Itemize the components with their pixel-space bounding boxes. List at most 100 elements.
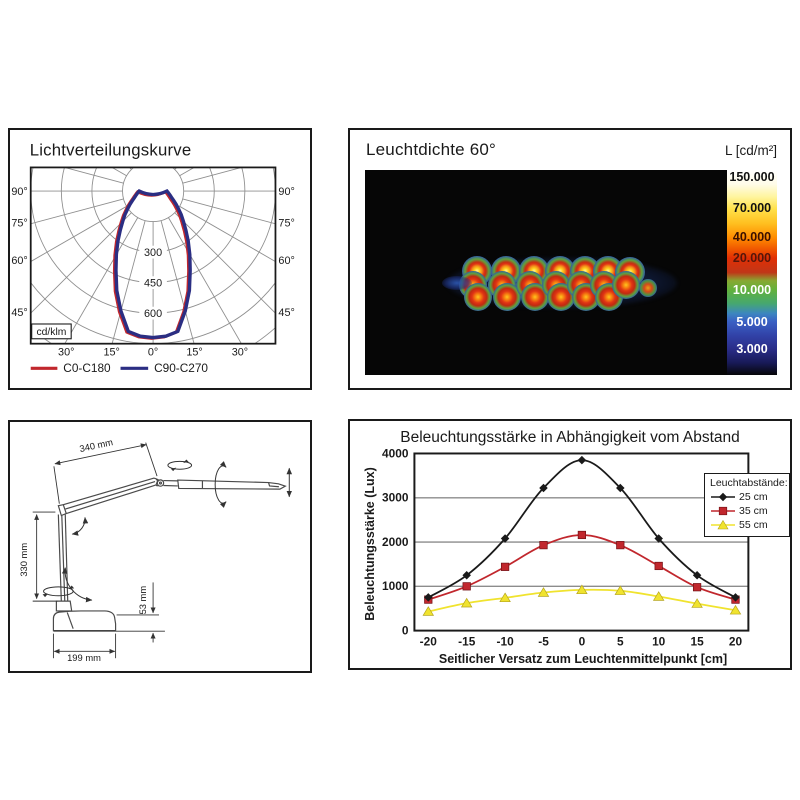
- grid-ray: [174, 212, 276, 314]
- lamp-dimension-svg: 340 mm 330 mm 53 mm 199 mm: [19, 437, 293, 663]
- motion-arrows: [42, 459, 293, 603]
- y-tick: 0: [402, 624, 409, 638]
- panel-illuminance-chart: Beleuchtungsstärke in Abhängigkeit vom A…: [348, 419, 792, 670]
- head-hinge: [156, 479, 165, 487]
- grid-ray: [64, 217, 139, 344]
- ldc-polar-svg: Lichtverteilungskurve 300 450 600 90° 75…: [11, 141, 294, 376]
- grid-ring: [122, 167, 185, 223]
- chart-legend: Leuchtabstände: 25 cm 35 cm: [704, 473, 790, 537]
- marker-square: [654, 561, 663, 571]
- x-tick: -20: [420, 634, 438, 648]
- marker-triangle: [537, 587, 550, 597]
- x-tick: 20: [729, 634, 743, 648]
- marker-triangle: [614, 585, 627, 595]
- luminance-false-color-image: 150.000 70.000 40.000 20.000 10.000 5.00…: [365, 170, 777, 375]
- panel-light-distribution: Lichtverteilungskurve 300 450 600 90° 75…: [8, 128, 312, 390]
- grid-ray: [30, 198, 124, 225]
- chart-title: Beleuchtungsstärke in Abhängigkeit vom A…: [400, 429, 740, 446]
- y-tick: 3000: [382, 491, 409, 505]
- angle-bottom-15r: 15°: [186, 347, 202, 359]
- led-hotspot: [612, 271, 640, 299]
- radial-tick-labels: 300 450 600: [139, 245, 167, 320]
- led-hotspot: [442, 276, 472, 290]
- marker-triangle: [499, 592, 511, 603]
- angle-left-45: 45°: [11, 307, 27, 319]
- grid-ray: [160, 220, 195, 344]
- marker-square: [692, 583, 702, 592]
- illuminance-chart-svg: 0 1000 2000 3000 4000 -20 -15 -10 -5 0 5…: [382, 446, 750, 648]
- x-tick-labels: -20 -15 -10 -5 0 5 10 15 20: [420, 634, 743, 648]
- elbow-pivot-arrow: [71, 517, 89, 536]
- head-swivel-arrow: [167, 460, 193, 470]
- marker-triangle: [460, 597, 473, 608]
- marker-square: [616, 541, 625, 550]
- x-tick: 5: [617, 634, 624, 648]
- angle-labels: 90° 75° 60° 45° 90° 75° 60° 45° 30° 15° …: [11, 186, 294, 358]
- y-tick: 4000: [382, 446, 409, 460]
- scale-label: 3.000: [736, 342, 768, 356]
- dim-base-height: 53 mm: [138, 586, 148, 615]
- ldc-title: Lichtverteilungskurve: [30, 141, 192, 160]
- grid-ray: [30, 212, 132, 314]
- dim-column-height: 330 mm: [19, 543, 29, 577]
- y-tick: 1000: [382, 579, 409, 593]
- polar-plot-frame: [29, 166, 277, 345]
- marker-square: [462, 582, 471, 591]
- angle-left-75: 75°: [11, 218, 27, 230]
- x-tick: 10: [652, 634, 666, 648]
- panel-luminance: Leuchtdichte 60° L [cd/m²] 150.000 70.00…: [348, 128, 792, 390]
- legend-label-c0: C0-C180: [63, 361, 111, 375]
- marker-diamond: [500, 534, 510, 543]
- legend-label: 25 cm: [739, 491, 768, 503]
- legend-label: 35 cm: [739, 505, 768, 517]
- grid-ray: [182, 198, 276, 225]
- legend-label: 55 cm: [739, 519, 768, 531]
- legend-title: Leuchtabstände:: [710, 477, 788, 489]
- legend-item-35cm: 35 cm: [710, 504, 785, 518]
- angle-bottom-0: 0°: [148, 347, 158, 359]
- marker-square: [577, 530, 587, 540]
- dimension-lines: [32, 442, 165, 659]
- grid-ray: [179, 167, 196, 177]
- dim-arm-length: 340 mm: [79, 437, 114, 454]
- led-hotspot: [464, 283, 492, 311]
- grid-ray: [182, 167, 244, 184]
- grid-ray: [62, 167, 124, 184]
- angle-bottom-15l: 15°: [103, 347, 119, 359]
- angle-left-60: 60°: [11, 255, 27, 267]
- marker-triangle: [691, 598, 703, 608]
- x-tick: -15: [458, 634, 476, 648]
- marker-triangle: [729, 604, 742, 615]
- plot-frame: [413, 452, 750, 632]
- chart-x-axis-title: Seitlicher Versatz zum Leuchtenmittelpun…: [438, 652, 728, 666]
- legend-marker-triangle-icon: [711, 520, 735, 530]
- angle-right-45: 45°: [278, 307, 294, 319]
- base-swivel-arrow: [43, 586, 74, 597]
- angle-right-75: 75°: [278, 218, 294, 230]
- marker-triangle: [422, 606, 435, 616]
- arm-pivot-arrow: [61, 567, 93, 603]
- scale-label: 20.000: [732, 251, 772, 265]
- legend-marker-square-icon: [711, 506, 735, 516]
- scale-label: 10.000: [732, 283, 772, 297]
- luminance-title: Leuchtdichte 60°: [366, 140, 497, 159]
- panel-dimension-drawing: 340 mm 330 mm 53 mm 199 mm: [8, 420, 312, 673]
- unit-box-label: cd/klm: [36, 327, 66, 338]
- radial-tick-300: 300: [144, 247, 162, 259]
- curve-c90-c270: [114, 188, 192, 340]
- marker-diamond: [577, 455, 587, 465]
- marker-triangle: [576, 584, 588, 595]
- x-tick: 0: [579, 634, 586, 648]
- radial-tick-600: 600: [144, 308, 162, 320]
- led-hotspot: [639, 279, 657, 297]
- scale-label: 150.000: [729, 170, 775, 184]
- luminance-unit-label: L [cd/m²]: [724, 143, 777, 158]
- y-tick-labels: 0 1000 2000 3000 4000: [382, 446, 409, 637]
- grid-ray: [30, 205, 127, 263]
- dim-base-length: 199 mm: [67, 653, 101, 663]
- series-line-25cm: [427, 459, 736, 599]
- y-tick: 2000: [382, 535, 409, 549]
- polar-curves: [112, 188, 192, 340]
- legend-marker-diamond-icon: [711, 492, 735, 502]
